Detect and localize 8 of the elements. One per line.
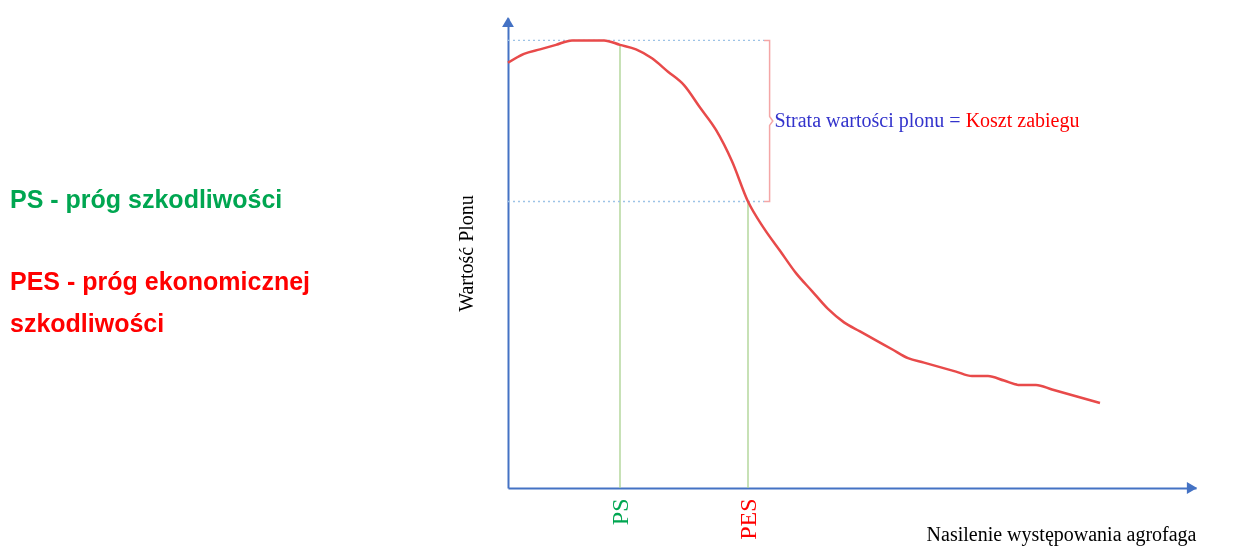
text: PS - próg szkodliwości xyxy=(10,185,283,213)
x-axis-title: Nasilenie występowania agrofaga xyxy=(926,522,1197,546)
annotation: Koszt zabiegu xyxy=(965,108,1080,132)
annotation: Strata wartości plonu = xyxy=(774,108,961,132)
y-axis-title: Wartość Plonu xyxy=(454,195,477,312)
x-tick-label: PES xyxy=(734,498,761,540)
x-tick-label: PS xyxy=(606,498,633,526)
text: PES - próg ekonomicznej szkodliwości xyxy=(10,267,311,337)
